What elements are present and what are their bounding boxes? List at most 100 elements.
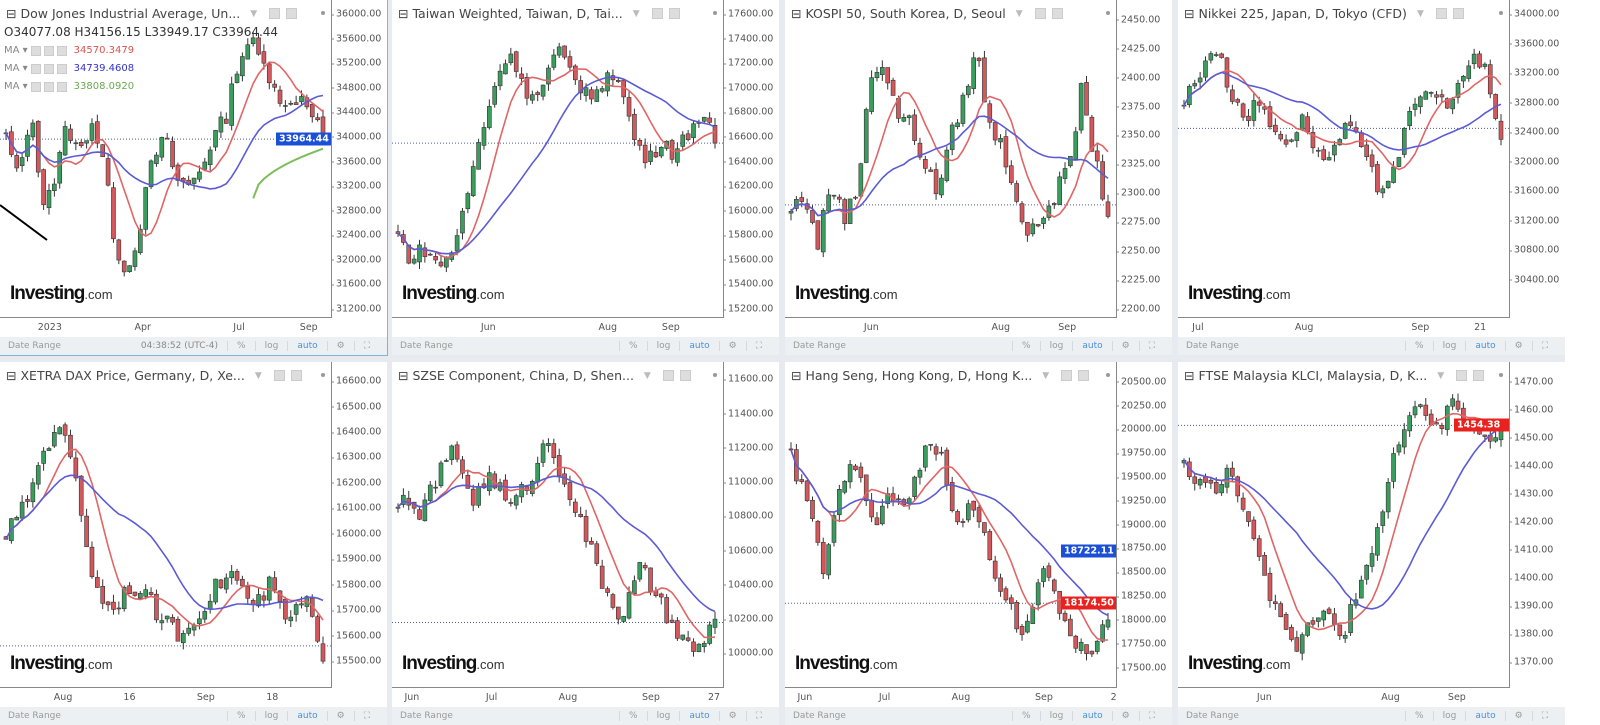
chart-title-bar[interactable]: ⊟ Taiwan Weighted, Taiwan, D, Tai... ▼: [398, 6, 680, 21]
collapse-icon[interactable]: ⊟: [1184, 368, 1195, 383]
menu-dot-icon[interactable]: [321, 11, 325, 15]
time-axis[interactable]: Jun Jul Aug Sep 27: [392, 687, 724, 707]
chevron-down-icon[interactable]: ▼: [1042, 370, 1050, 381]
eye-icon[interactable]: [1034, 8, 1046, 19]
collapse-icon[interactable]: ⊟: [1184, 6, 1195, 21]
eye-icon[interactable]: [1456, 370, 1468, 381]
log-button[interactable]: log: [1432, 341, 1466, 351]
fullscreen-icon[interactable]: ⛶: [1531, 341, 1557, 351]
time-axis[interactable]: Jun Aug Sep: [1178, 687, 1510, 707]
time-axis[interactable]: Aug 16 Sep 18: [0, 687, 332, 707]
log-button[interactable]: log: [1432, 711, 1466, 721]
eye-icon[interactable]: [273, 370, 285, 381]
eye-icon[interactable]: [269, 8, 281, 19]
price-axis[interactable]: 16600.00 16500.00 16400.00 16300.00 16200.00…: [330, 362, 387, 687]
percent-button[interactable]: %: [227, 711, 255, 721]
eye-icon[interactable]: [1061, 370, 1073, 381]
auto-button[interactable]: auto: [1072, 711, 1111, 721]
close-icon[interactable]: [56, 45, 67, 56]
price-axis[interactable]: 1470.00 1460.00 1450.00 1440.00 1430.00 1420.…: [1508, 362, 1565, 687]
auto-button[interactable]: auto: [679, 341, 718, 351]
percent-button[interactable]: %: [227, 341, 255, 351]
menu-dot-icon[interactable]: [713, 11, 717, 15]
time-axis[interactable]: Jul Aug Sep 21: [1178, 317, 1510, 337]
eye-icon[interactable]: [30, 45, 41, 56]
time-axis[interactable]: 2023 Apr Jul Sep: [0, 317, 332, 337]
menu-dot-icon[interactable]: [713, 373, 717, 377]
chart-title-bar[interactable]: ⊟ FTSE Malaysia KLCI, Malaysia, D, K... ▼: [1184, 368, 1485, 383]
chart-panel[interactable]: ⊟ KOSPI 50, South Korea, D, Seoul ▼ Invest…: [785, 0, 1172, 355]
eye-icon[interactable]: [651, 8, 663, 19]
chevron-down-icon[interactable]: ▼: [632, 8, 640, 19]
settings-icon[interactable]: [1452, 8, 1464, 19]
auto-button[interactable]: auto: [287, 711, 326, 721]
settings-icon[interactable]: [1078, 370, 1090, 381]
time-axis[interactable]: Jun Aug Sep: [785, 317, 1117, 337]
menu-dot-icon[interactable]: [1106, 373, 1110, 377]
time-axis[interactable]: Jun Jul Aug Sep 2: [785, 687, 1117, 707]
chart-title-bar[interactable]: ⊟ SZSE Component, China, D, Shen... ▼: [398, 368, 691, 383]
plot-area[interactable]: ⊟ XETRA DAX Price, Germany, D, Xe... ▼ Inv…: [0, 362, 332, 687]
chart-panel[interactable]: ⊟ Nikkei 225, Japan, D, Tokyo (CFD) ▼ Inve…: [1178, 0, 1565, 355]
gear-icon[interactable]: ⚙: [1504, 341, 1532, 351]
fullscreen-icon[interactable]: ⛶: [353, 711, 379, 721]
auto-button[interactable]: auto: [679, 711, 718, 721]
collapse-icon[interactable]: ⊟: [6, 368, 17, 383]
chart-title-bar[interactable]: ⊟ Dow Jones Industrial Average, Un... ▼: [6, 6, 298, 21]
price-axis[interactable]: 34000.00 33600.00 33200.00 32800.00 32400.00…: [1508, 0, 1565, 317]
plot-area[interactable]: ⊟ FTSE Malaysia KLCI, Malaysia, D, K... ▼ …: [1178, 362, 1510, 687]
date-range-button[interactable]: Date Range: [1186, 341, 1239, 351]
date-range-button[interactable]: Date Range: [793, 711, 846, 721]
log-button[interactable]: log: [1039, 711, 1073, 721]
menu-dot-icon[interactable]: [1106, 11, 1110, 15]
gear-icon[interactable]: ⚙: [326, 341, 354, 351]
chart-panel[interactable]: ⊟ XETRA DAX Price, Germany, D, Xe... ▼ Inv…: [0, 362, 387, 725]
gear-icon[interactable]: ⚙: [326, 711, 354, 721]
fullscreen-icon[interactable]: ⛶: [353, 341, 379, 351]
auto-button[interactable]: auto: [1465, 341, 1504, 351]
chevron-down-icon[interactable]: ▼: [1416, 8, 1424, 19]
auto-button[interactable]: auto: [287, 341, 326, 351]
chevron-down-icon[interactable]: ▼: [250, 8, 258, 19]
plot-area[interactable]: ⊟ Dow Jones Industrial Average, Un... ▼ O3…: [0, 0, 332, 317]
collapse-icon[interactable]: ⊟: [791, 368, 802, 383]
settings-icon[interactable]: [679, 370, 691, 381]
gear-icon[interactable]: ⚙: [718, 711, 746, 721]
collapse-icon[interactable]: ⊟: [398, 368, 409, 383]
settings-icon[interactable]: [290, 370, 302, 381]
settings-icon[interactable]: [286, 8, 298, 19]
plot-area[interactable]: ⊟ KOSPI 50, South Korea, D, Seoul ▼ Invest…: [785, 0, 1117, 317]
chart-title-bar[interactable]: ⊟ KOSPI 50, South Korea, D, Seoul ▼: [791, 6, 1063, 21]
eye-icon[interactable]: [1435, 8, 1447, 19]
date-range-button[interactable]: Date Range: [793, 341, 846, 351]
ma-legend-row[interactable]: MA ▾ 33808.0920: [4, 81, 135, 92]
auto-button[interactable]: auto: [1072, 341, 1111, 351]
log-button[interactable]: log: [254, 341, 288, 351]
date-range-button[interactable]: Date Range: [8, 711, 61, 721]
date-range-button[interactable]: Date Range: [400, 341, 453, 351]
chevron-down-icon[interactable]: ▼: [254, 370, 262, 381]
menu-dot-icon[interactable]: [1499, 373, 1503, 377]
fullscreen-icon[interactable]: ⛶: [1531, 711, 1557, 721]
fullscreen-icon[interactable]: ⛶: [1138, 341, 1164, 351]
settings-icon[interactable]: [43, 63, 54, 74]
chart-title-bar[interactable]: ⊟ Hang Seng, Hong Kong, D, Hong K... ▼: [791, 368, 1090, 383]
gear-icon[interactable]: ⚙: [718, 341, 746, 351]
price-axis[interactable]: 11600.00 11400.00 11200.00 11000.00 10800.00…: [722, 362, 779, 687]
chart-panel[interactable]: ⊟ Hang Seng, Hong Kong, D, Hong K... ▼ Inv…: [785, 362, 1172, 725]
log-button[interactable]: log: [646, 711, 680, 721]
chart-title-bar[interactable]: ⊟ Nikkei 225, Japan, D, Tokyo (CFD) ▼: [1184, 6, 1464, 21]
chart-panel[interactable]: ⊟ FTSE Malaysia KLCI, Malaysia, D, K... ▼ …: [1178, 362, 1565, 725]
collapse-icon[interactable]: ⊟: [398, 6, 409, 21]
settings-icon[interactable]: [1473, 370, 1485, 381]
plot-area[interactable]: ⊟ Taiwan Weighted, Taiwan, D, Tai... ▼ Inv…: [392, 0, 724, 317]
gear-icon[interactable]: ⚙: [1111, 711, 1139, 721]
chevron-down-icon[interactable]: ▼: [1437, 370, 1445, 381]
menu-dot-icon[interactable]: [321, 373, 325, 377]
eye-icon[interactable]: [30, 81, 41, 92]
auto-button[interactable]: auto: [1465, 711, 1504, 721]
log-button[interactable]: log: [254, 711, 288, 721]
chart-panel[interactable]: ⊟ Dow Jones Industrial Average, Un... ▼ O3…: [0, 0, 388, 356]
settings-icon[interactable]: [43, 81, 54, 92]
eye-icon[interactable]: [30, 63, 41, 74]
